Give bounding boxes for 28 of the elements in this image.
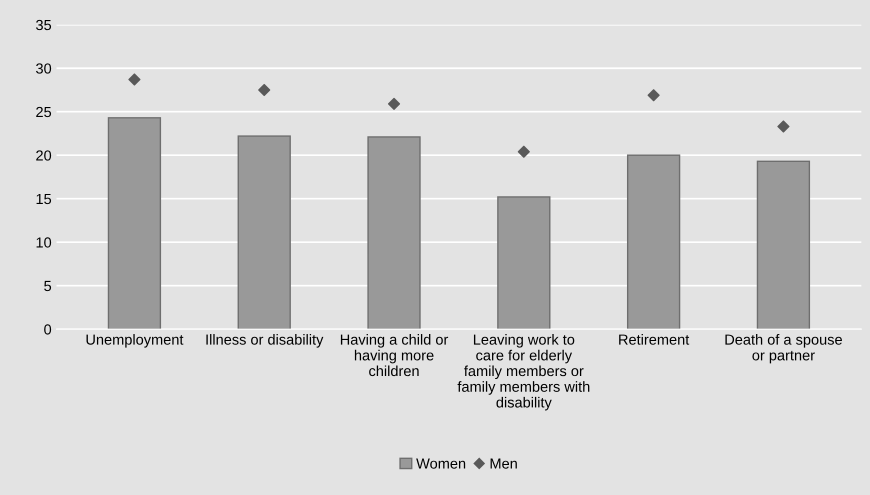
y-tick-label: 20 <box>36 150 52 161</box>
y-tick-label: 5 <box>44 280 52 292</box>
point <box>518 146 530 158</box>
bar <box>367 136 421 330</box>
x-tick-label: Illness or disability <box>206 334 324 348</box>
x-tick-label: Having a child or having more children <box>340 334 448 376</box>
bar <box>238 135 291 330</box>
legend-label: Men <box>490 458 517 469</box>
bar <box>108 117 162 330</box>
point <box>128 73 141 86</box>
point <box>777 120 790 133</box>
bar <box>756 160 810 330</box>
bar <box>497 196 550 330</box>
y-tick-label: 15 <box>36 194 52 204</box>
x-tick-label: Unemployment <box>86 334 184 348</box>
y-tick-label: 10 <box>36 237 52 248</box>
x-tick-label: Death of a spouse or partner <box>725 334 842 364</box>
point <box>648 89 660 102</box>
y-tick-label: 30 <box>36 63 52 74</box>
y-tick-label: 25 <box>36 106 52 118</box>
point <box>258 84 270 96</box>
x-tick-label: Retirement <box>619 334 690 345</box>
y-tick-label: 35 <box>36 20 52 30</box>
y-tick-label: 0 <box>44 324 52 335</box>
x-tick-label: Leaving work to care for elderly family members or family members with disability <box>458 334 590 410</box>
legend-label: Women <box>416 458 466 469</box>
bar <box>626 154 680 330</box>
point <box>388 98 400 110</box>
